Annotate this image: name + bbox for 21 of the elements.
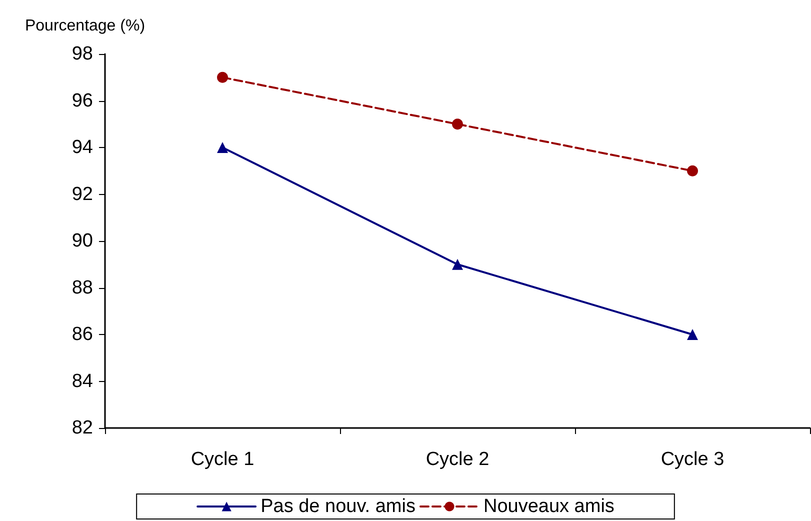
y-tick-label: 96 <box>72 90 93 112</box>
x-tick-label: Cycle 2 <box>426 449 490 470</box>
y-tick-label: 90 <box>72 230 93 252</box>
y-tick-label: 84 <box>72 370 94 392</box>
y-tick-label: 98 <box>72 44 93 64</box>
y-tick-label: 94 <box>72 137 94 158</box>
x-tick-label: Cycle 3 <box>660 449 724 470</box>
x-tick-label: Cycle 1 <box>190 449 254 470</box>
legend-label: Pas de nouv. amis <box>260 496 416 517</box>
point <box>452 118 463 130</box>
y-tick-label: 92 <box>72 184 93 205</box>
y-tick-label: 82 <box>72 418 93 438</box>
y-axis-title: Pourcentage (%) <box>24 18 146 34</box>
point <box>687 329 698 340</box>
point <box>687 165 698 176</box>
legend-label: Nouveaux amis <box>483 496 614 517</box>
point <box>217 142 228 153</box>
y-tick-label: 88 <box>72 277 93 298</box>
point <box>217 72 228 83</box>
point <box>452 258 463 270</box>
y-tick-label: 86 <box>72 324 93 345</box>
